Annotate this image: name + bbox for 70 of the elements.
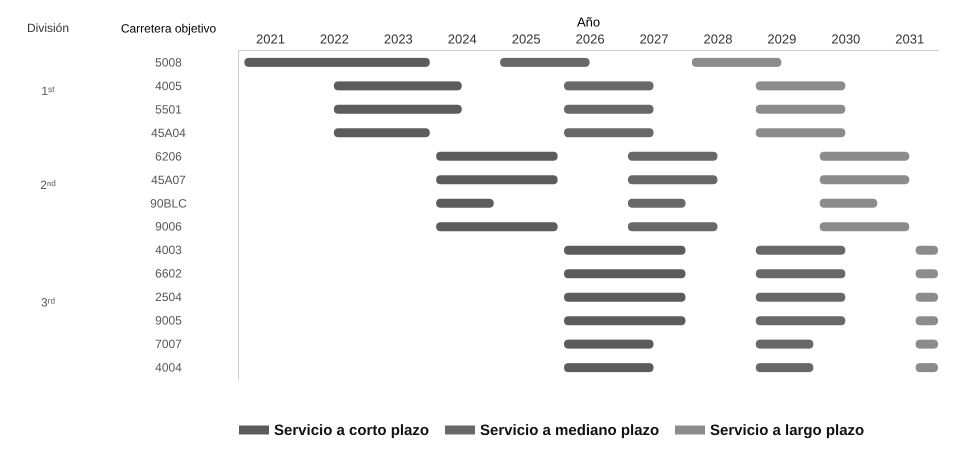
bar xyxy=(436,175,558,184)
bar xyxy=(628,175,718,184)
x-tick-label: 2023 xyxy=(384,32,413,46)
bar xyxy=(564,246,686,255)
y-tick-label: 4005 xyxy=(155,78,182,93)
x-tick-label: 2024 xyxy=(448,32,477,46)
x-tick-label: 2029 xyxy=(767,32,796,46)
bar xyxy=(564,128,654,138)
bar xyxy=(564,81,654,90)
bar xyxy=(334,81,462,90)
bar xyxy=(756,363,814,372)
y-tick-label: 9006 xyxy=(155,220,182,234)
bar xyxy=(756,81,846,90)
y-tick-label: 2504 xyxy=(155,290,182,304)
y-tick-label: 6206 xyxy=(155,149,182,164)
bar xyxy=(628,222,718,232)
y-tick-label: 5501 xyxy=(155,102,182,116)
bar xyxy=(756,292,846,302)
bar xyxy=(756,316,846,326)
legend-label: Servicio a largo plazo xyxy=(710,422,864,439)
bar xyxy=(756,128,846,138)
bar xyxy=(692,58,782,67)
x-tick-label: 2030 xyxy=(831,32,860,46)
bar xyxy=(820,222,910,232)
text: 1ˢᵗ xyxy=(41,84,56,98)
text: 3ʳᵈ xyxy=(40,295,56,310)
x-tick-label: 2025 xyxy=(512,32,541,46)
bar xyxy=(820,152,910,161)
y-tick-label: 4003 xyxy=(155,243,182,258)
y-tick-label: 45A04 xyxy=(151,126,186,140)
bar xyxy=(564,316,686,326)
x-axis-title: Año xyxy=(576,14,600,30)
x-tick-label: 2022 xyxy=(320,32,349,46)
bar xyxy=(564,292,686,302)
bar xyxy=(334,104,462,114)
legend-label: Servicio a corto plazo xyxy=(274,422,430,439)
y-axis-title: Carretera objetivo xyxy=(120,22,217,36)
bar xyxy=(564,363,654,372)
x-tick-label: 2021 xyxy=(256,32,285,46)
bar xyxy=(334,128,430,138)
bar xyxy=(564,104,654,114)
bar xyxy=(756,269,846,278)
bar xyxy=(756,340,814,349)
y-tick-label: 6602 xyxy=(155,266,182,281)
bar xyxy=(756,104,846,114)
x-tick-label: 2028 xyxy=(703,32,732,46)
bar xyxy=(564,269,686,278)
bar xyxy=(436,222,558,232)
legend-label: Servicio a mediano plazo xyxy=(480,422,660,439)
x-tick-label: 2027 xyxy=(640,32,668,46)
bar xyxy=(500,58,590,67)
y-tick-label: 7007 xyxy=(155,337,182,352)
bar xyxy=(436,152,558,161)
bar xyxy=(756,246,846,255)
text: 2ⁿᵈ xyxy=(40,178,56,192)
y-tick-label: 90BLC xyxy=(150,196,188,210)
y-tick-label: 45A07 xyxy=(151,172,186,187)
bar xyxy=(820,175,910,184)
text: División xyxy=(26,21,70,35)
bar xyxy=(820,198,878,208)
y-tick-label: 4004 xyxy=(155,360,182,375)
y-tick-label: 5008 xyxy=(155,55,182,70)
y-tick-label: 9005 xyxy=(155,314,182,328)
x-tick-label: 2031 xyxy=(895,32,924,46)
x-tick-label: 2026 xyxy=(576,32,605,46)
bar xyxy=(628,198,686,208)
bar xyxy=(628,152,718,161)
bar xyxy=(564,340,654,349)
bar xyxy=(244,58,430,67)
bar xyxy=(436,198,494,208)
